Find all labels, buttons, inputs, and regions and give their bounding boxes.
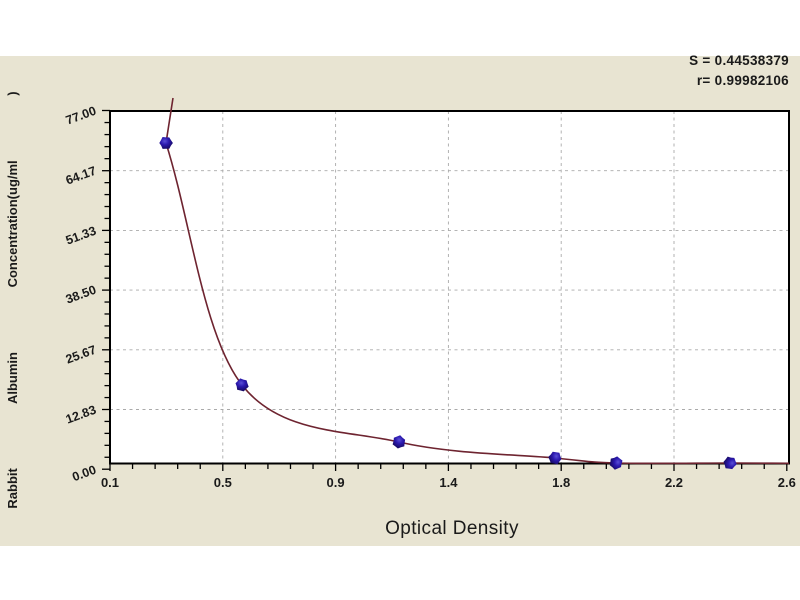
svg-text:2.6: 2.6 bbox=[778, 475, 796, 490]
svg-text:1.8: 1.8 bbox=[552, 475, 570, 490]
svg-text:Rabbit Albumin Concentration(u: Rabbit Albumin Concentration(ug/ml ) bbox=[5, 91, 20, 508]
svg-text:64.17: 64.17 bbox=[64, 164, 98, 188]
svg-text:1.4: 1.4 bbox=[439, 475, 458, 490]
svg-text:r= 0.99982106: r= 0.99982106 bbox=[697, 73, 789, 88]
svg-text:S = 0.44538379: S = 0.44538379 bbox=[689, 53, 789, 68]
svg-text:77.00: 77.00 bbox=[64, 104, 98, 128]
svg-text:38.50: 38.50 bbox=[64, 283, 98, 307]
svg-text:0.1: 0.1 bbox=[101, 475, 119, 490]
svg-text:0.9: 0.9 bbox=[327, 475, 345, 490]
svg-text:0.00: 0.00 bbox=[70, 463, 98, 484]
svg-text:0.5: 0.5 bbox=[214, 475, 232, 490]
svg-text:2.2: 2.2 bbox=[665, 475, 683, 490]
svg-text:51.33: 51.33 bbox=[64, 224, 98, 248]
svg-text:12.83: 12.83 bbox=[64, 403, 98, 427]
svg-text:25.67: 25.67 bbox=[64, 343, 98, 367]
svg-text:Optical Density: Optical Density bbox=[385, 518, 519, 539]
